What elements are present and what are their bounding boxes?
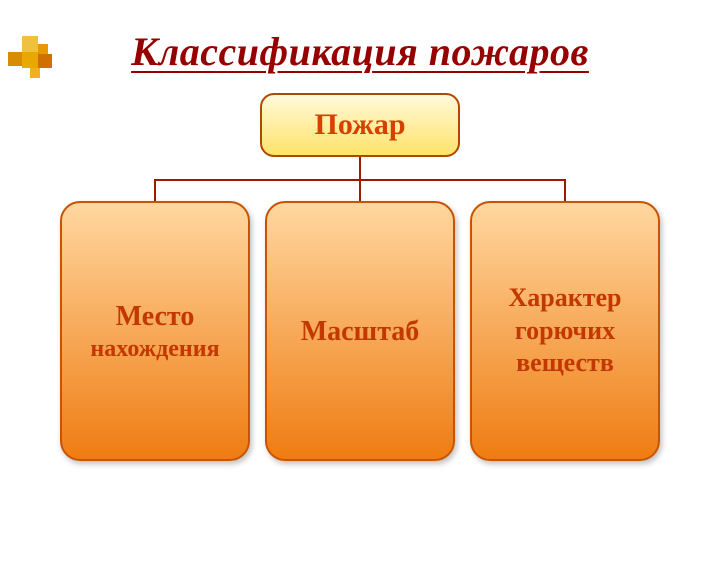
child-node: Характер горючих веществ xyxy=(470,201,660,461)
child-label-line2: нахождения xyxy=(90,334,219,364)
root-node: Пожар xyxy=(260,93,460,157)
child-label-line1: Место xyxy=(116,301,195,332)
child-label-line1: Масштаб xyxy=(301,316,420,347)
connector xyxy=(359,179,361,201)
connector xyxy=(564,179,566,201)
child-node: Масштаб xyxy=(265,201,455,461)
page-title: Классификация пожаров xyxy=(0,28,720,75)
child-label-line1: Характер xyxy=(509,283,622,312)
tree-diagram: Пожар Место нахождения Масштаб Характер … xyxy=(0,93,720,513)
root-label: Пожар xyxy=(314,108,405,142)
child-node: Место нахождения xyxy=(60,201,250,461)
child-label-line2: горючих веществ xyxy=(482,315,648,380)
connector xyxy=(359,157,361,179)
connector xyxy=(154,179,156,201)
corner-decor xyxy=(8,36,68,86)
